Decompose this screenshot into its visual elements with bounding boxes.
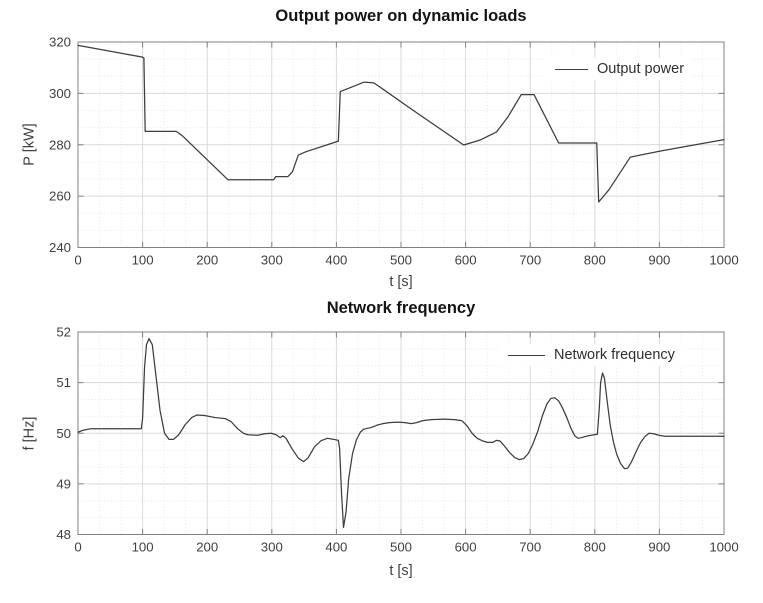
x-tick-label: 800 — [584, 540, 606, 555]
x-tick-label: 100 — [132, 253, 154, 268]
y-tick-label: 320 — [49, 35, 71, 50]
x-tick-label: 700 — [519, 540, 541, 555]
legend-line-sample — [508, 354, 545, 356]
y-tick-label: 48 — [56, 527, 71, 542]
output-power-line — [77, 44, 725, 203]
y-tick-label: 49 — [56, 476, 71, 491]
power-chart-title: Output power on dynamic loads — [275, 7, 527, 25]
y-tick-label: 300 — [49, 86, 71, 101]
y-tick-label: 52 — [56, 325, 71, 340]
x-tick-label: 200 — [196, 253, 218, 268]
y-tick-label: 280 — [49, 137, 71, 152]
x-tick-labels: 0 100 200 300 400 500 600 700 800 900 1000 — [74, 253, 738, 268]
legend-label: Output power — [597, 61, 685, 77]
legend-line-sample — [555, 68, 588, 70]
power-y-axis-label: P [kW] — [21, 123, 38, 166]
y-tick-label: 50 — [56, 426, 71, 441]
network-frequency-line — [77, 337, 725, 529]
grid-major — [78, 42, 724, 248]
y-tick-label: 260 — [49, 189, 71, 204]
x-tick-label: 900 — [648, 540, 670, 555]
x-tick-label: 300 — [261, 253, 283, 268]
x-tick-label: 100 — [132, 540, 154, 555]
y-tick-label: 240 — [49, 240, 71, 255]
power-plot-area: 0 100 200 300 400 500 600 700 800 900 1000 240 260 28… — [49, 35, 739, 268]
x-tick-label: 900 — [648, 253, 670, 268]
x-tick-label: 500 — [390, 540, 412, 555]
x-tick-label: 300 — [261, 540, 283, 555]
frequency-legend: Network frequency — [499, 344, 683, 366]
x-tick-label: 200 — [196, 540, 218, 555]
axis-ticks — [77, 41, 725, 248]
frequency-chart-title: Network frequency — [326, 299, 476, 317]
legend-label: Network frequency — [554, 347, 675, 363]
y-tick-label: 51 — [56, 375, 71, 390]
x-tick-label: 500 — [390, 253, 412, 268]
x-tick-label: 1000 — [709, 253, 738, 268]
frequency-x-axis-label: t [s] — [389, 563, 413, 579]
x-tick-label: 0 — [74, 540, 81, 555]
x-tick-label: 600 — [455, 253, 477, 268]
y-tick-labels: 240 260 280 300 320 — [49, 35, 71, 255]
frequency-y-axis-label: f [Hz] — [21, 416, 38, 451]
x-tick-label: 600 — [455, 540, 477, 555]
x-tick-label: 800 — [584, 253, 606, 268]
x-tick-label: 700 — [519, 253, 541, 268]
x-tick-labels: 0 100 200 300 400 500 600 700 800 900 1000 — [74, 540, 738, 555]
x-tick-label: 400 — [325, 253, 347, 268]
power-x-axis-label: t [s] — [389, 274, 413, 290]
x-tick-label: 0 — [74, 253, 81, 268]
x-tick-label: 1000 — [709, 540, 738, 555]
x-tick-label: 400 — [325, 540, 347, 555]
axis-ticks — [77, 331, 725, 535]
y-tick-labels: 48 49 50 51 52 — [56, 325, 71, 543]
power-legend: Output power — [546, 58, 693, 80]
